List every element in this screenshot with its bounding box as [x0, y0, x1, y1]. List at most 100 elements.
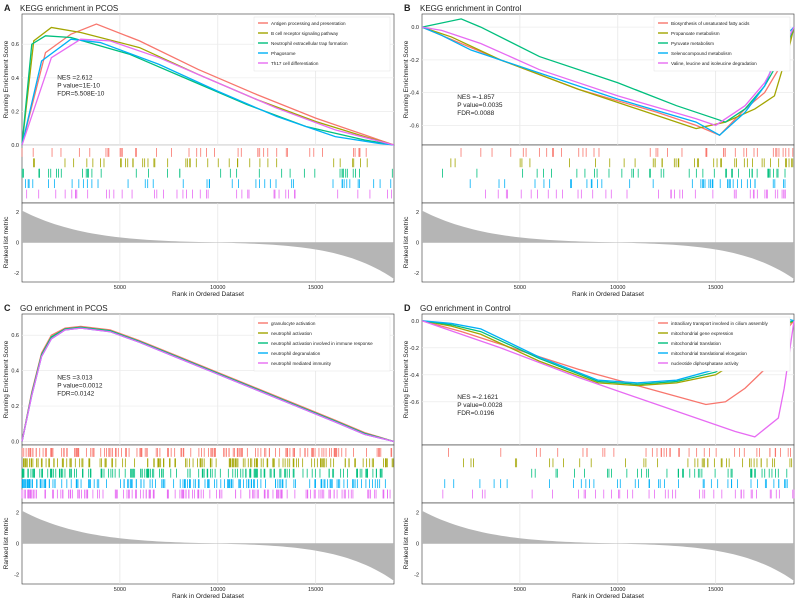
- legend-label: Th17 cell differentiation: [271, 61, 319, 66]
- legend-label: mitochondrial translational elongation: [671, 351, 747, 356]
- x-tick-label: 5000: [114, 587, 126, 593]
- legend-label: granulocyte activation: [271, 321, 316, 326]
- legend-label: Valine, leucine and isoleucine degradati…: [671, 61, 757, 66]
- es-y-tick-label: 0.0: [411, 25, 419, 31]
- es-y-tick-label: 0.2: [11, 404, 19, 410]
- metric-y-tick-label: 2: [416, 210, 419, 216]
- es-y-tick-label: 0.6: [11, 42, 19, 48]
- legend-label: Antigen processing and presentation: [271, 21, 346, 26]
- panel-C: C GO enrichment in PCOS 0.0 0.2 0.4 0.6Runnin…: [3, 303, 395, 598]
- metric-y-tick-label: -2: [14, 573, 19, 579]
- hits-frame: [421, 444, 795, 504]
- es-line: [21, 35, 395, 146]
- panel-letter: B: [404, 3, 411, 13]
- es-line: [421, 18, 795, 123]
- es-line: [421, 320, 795, 438]
- x-tick-label: 5000: [514, 587, 526, 593]
- legend-label: nucleotide diphosphatase activity: [671, 361, 739, 366]
- stats-text: P value=0.0035: [457, 102, 503, 109]
- x-axis-title: Rank in Ordered Dataset: [172, 291, 244, 298]
- es-y-axis-title: Running Enrichment Score: [3, 340, 10, 418]
- es-line: [21, 26, 395, 146]
- es-line: [21, 38, 395, 146]
- es-y-tick-label: -0.6: [410, 400, 419, 406]
- panel-title: GO enrichment in Control: [420, 304, 511, 313]
- es-line: [421, 26, 795, 130]
- metric-y-tick-label: -2: [14, 271, 19, 277]
- legend-label: neutrophil mediated immunity: [271, 361, 332, 366]
- panel-title: GO enrichment in PCOS: [20, 304, 108, 313]
- es-y-axis-title: Running Enrichment Score: [403, 40, 410, 118]
- legend-label: Neutrophil extracellular trap formation: [271, 41, 348, 46]
- legend-label: mitochondrial translation: [671, 341, 721, 346]
- panel-letter: A: [4, 3, 11, 13]
- es-line: [421, 26, 795, 136]
- es-y-axis-title: Running Enrichment Score: [3, 40, 10, 118]
- stats-text: FDR=0.0088: [457, 110, 494, 117]
- es-y-tick-label: 0.4: [11, 369, 19, 375]
- legend-label: Pyruvate metabolism: [671, 41, 714, 46]
- panel-letter: D: [404, 303, 411, 313]
- x-tick-label: 10000: [610, 587, 625, 593]
- x-tick-label: 15000: [308, 285, 323, 291]
- stats-text: NES =-2.1621: [457, 394, 498, 401]
- metric-y-axis-title: Ranked list metric: [3, 517, 10, 569]
- es-y-tick-label: -0.2: [410, 346, 419, 352]
- legend-label: neutrophil activation: [271, 331, 312, 336]
- metric-y-tick-label: 0: [416, 241, 419, 247]
- legend-label: Propanoate metabolism: [671, 31, 720, 36]
- x-tick-label: 15000: [308, 587, 323, 593]
- x-tick-label: 5000: [114, 285, 126, 291]
- legend-box: [253, 316, 391, 372]
- x-tick-label: 10000: [210, 285, 225, 291]
- es-line: [21, 326, 395, 443]
- es-y-tick-label: 0.6: [11, 333, 19, 339]
- es-y-axis-title: Running Enrichment Score: [403, 340, 410, 418]
- legend-label: Selenocompound metabolism: [671, 51, 732, 56]
- x-tick-label: 10000: [210, 587, 225, 593]
- metric-y-tick-label: 0: [416, 542, 419, 548]
- metric-y-tick-label: -2: [414, 271, 419, 277]
- legend-box: [253, 16, 391, 72]
- legend-label: intraciliary transport involved in ciliu…: [671, 321, 768, 326]
- es-y-tick-label: 0.0: [411, 319, 419, 325]
- x-tick-label: 5000: [514, 285, 526, 291]
- x-tick-label: 10000: [610, 285, 625, 291]
- legend-label: mitochondrial gene expression: [671, 331, 734, 336]
- x-axis-title: Rank in Ordered Dataset: [572, 593, 644, 598]
- metric-y-tick-label: 0: [16, 542, 19, 548]
- legend-label: Phagosome: [271, 51, 296, 56]
- metric-y-axis-title: Ranked list metric: [3, 216, 10, 268]
- x-axis-title: Rank in Ordered Dataset: [172, 593, 244, 598]
- stats-text: FDR=5.508E-10: [57, 91, 105, 98]
- metric-y-tick-label: 2: [16, 510, 19, 516]
- stats-text: FDR=0.0196: [457, 410, 494, 417]
- es-y-tick-label: 0.4: [11, 76, 19, 82]
- stats-text: P value=0.0012: [57, 383, 103, 390]
- stats-text: NES =3.013: [57, 375, 93, 382]
- es-y-tick-label: 0.0: [11, 143, 19, 149]
- legend-label: Biosynthesis of unsaturated fatty acids: [671, 21, 750, 26]
- es-line: [21, 325, 395, 443]
- stats-text: P value=1E-10: [57, 83, 100, 90]
- x-tick-label: 15000: [708, 587, 723, 593]
- stats-text: NES =-1.857: [457, 94, 495, 101]
- stats-text: NES =2.612: [57, 75, 93, 82]
- x-axis-title: Rank in Ordered Dataset: [572, 291, 644, 298]
- panel-title: KEGG enrichment in Control: [420, 4, 522, 13]
- es-y-tick-label: 0.0: [11, 439, 19, 445]
- metric-y-tick-label: 0: [16, 241, 19, 247]
- ranked-metric-area: [22, 210, 394, 279]
- es-y-tick-label: 0.2: [11, 109, 19, 115]
- legend-box: [653, 16, 791, 72]
- panel-B: B KEGG enrichment in Control 0.0 -0.2 -0.4 -0…: [403, 3, 795, 298]
- es-y-tick-label: -0.6: [410, 123, 419, 129]
- metric-y-axis-title: Ranked list metric: [403, 517, 410, 569]
- legend-label: neutrophil activation involved in immune…: [271, 341, 373, 346]
- legend-box: [653, 316, 791, 372]
- es-line: [21, 38, 395, 146]
- legend-label: neutrophil degranulation: [271, 351, 321, 356]
- ranked-metric-area: [422, 510, 794, 581]
